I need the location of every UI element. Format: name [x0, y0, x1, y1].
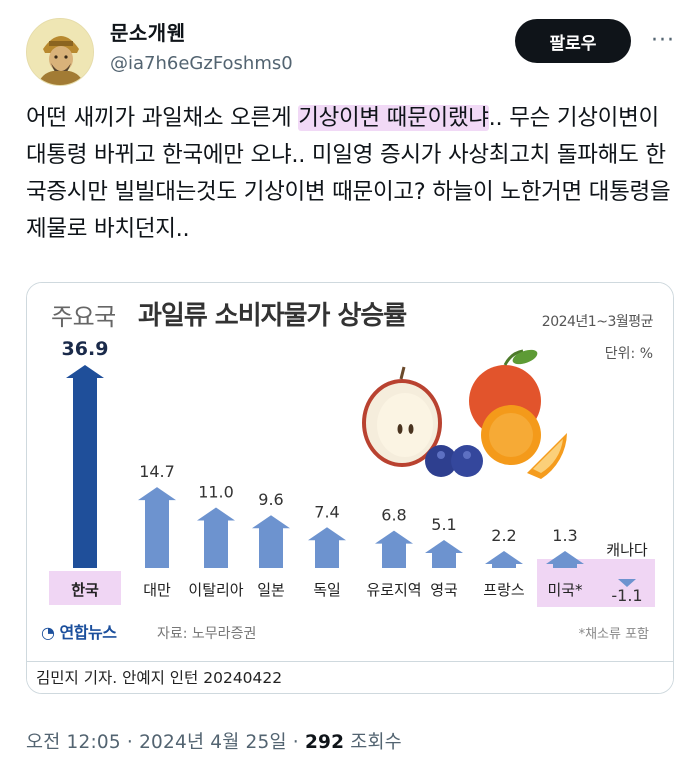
follow-button[interactable]: 팔로우: [515, 19, 631, 63]
bar-5: [375, 530, 413, 568]
chart-image: 36.9 14.7 11.0 9.6 7.4 6.8 5.1 2.2 1.3 -1.1 한국 대만 이…: [27, 283, 673, 661]
tweet-text-part-1: 어떤 새끼가 과일채소 오른게: [26, 105, 299, 131]
media-card[interactable]: 36.9 14.7 11.0 9.6 7.4 6.8 5.1 2.2 1.3 -1.1 한국 대만 이…: [26, 282, 674, 694]
value-label-8: 1.3: [552, 526, 577, 545]
highlight-korea-label: [49, 571, 121, 605]
logo-text: 연합뉴스: [59, 623, 117, 642]
avatar-portrait-icon: [27, 19, 93, 85]
bar-9: [618, 579, 636, 587]
category-label-2: 이탈리아: [188, 581, 243, 599]
category-label-5: 유로지역: [366, 581, 421, 599]
category-label-1: 대만: [143, 581, 171, 599]
bar-3: [252, 515, 290, 568]
view-count-label: 조회수: [344, 732, 402, 753]
tweet-text: 어떤 새끼가 과일채소 오른게 기상이변 때문이랬냐.. 무슨 기상이변이 대통…: [26, 100, 686, 248]
display-name[interactable]: 문소개웬: [110, 21, 186, 45]
bar-0: [66, 365, 104, 568]
value-label-9: -1.1: [611, 586, 642, 605]
value-label-2: 11.0: [198, 483, 234, 502]
chart-source: 자료: 노무라증권: [157, 626, 257, 642]
bar-2: [197, 507, 235, 568]
bar-4: [308, 527, 346, 568]
category-label-9: 캐나다: [606, 541, 648, 559]
value-label-4: 7.4: [314, 502, 339, 521]
view-count[interactable]: 292: [304, 732, 345, 753]
chart-note: *채소류 포함: [578, 627, 649, 642]
category-labels-group: 한국 대만 이탈리아 일본 독일 유로지역 영국 프랑스 미국* 캐나다: [71, 541, 648, 599]
value-label-3: 9.6: [258, 490, 283, 509]
chart-byline: 김민지 기자. 안예지 인턴 20240422: [27, 661, 673, 693]
value-label-6: 5.1: [431, 515, 456, 534]
bar-1: [138, 487, 176, 568]
bar-7: [485, 551, 523, 568]
avatar[interactable]: [26, 18, 94, 86]
chart-title-prefix: 주요국: [51, 303, 116, 331]
value-label-7: 2.2: [491, 526, 516, 545]
user-handle[interactable]: @ia7h6eGzFoshms0: [110, 53, 293, 74]
value-labels-group: 36.9 14.7 11.0 9.6 7.4 6.8 5.1 2.2 1.3 -1.1: [62, 338, 643, 605]
category-label-0: 한국: [71, 581, 99, 599]
chart-svg: 36.9 14.7 11.0 9.6 7.4 6.8 5.1 2.2 1.3 -1.1 한국 대만 이…: [49, 338, 655, 607]
value-label-0: 36.9: [62, 338, 109, 360]
chart-unit: 단위: %: [604, 346, 653, 362]
fruit-illustration: [362, 349, 567, 479]
more-horizontal-icon[interactable]: ···: [651, 28, 675, 53]
category-label-8: 미국*: [547, 581, 583, 599]
bar-6: [425, 539, 463, 568]
timestamp-text[interactable]: 오전 12:05 · 2024년 4월 25일 ·: [26, 732, 305, 753]
category-label-3: 일본: [257, 581, 285, 599]
tweet-timestamp[interactable]: 오전 12:05 · 2024년 4월 25일 · 292 조회수: [26, 728, 402, 754]
bars-group: [66, 365, 636, 587]
value-label-5: 6.8: [381, 506, 406, 525]
yonhap-logo: ◔ 연합뉴스: [41, 623, 117, 642]
chart-title: 과일류 소비자물가 상승률: [138, 301, 407, 331]
bar-8: [546, 551, 584, 568]
category-label-4: 독일: [313, 581, 341, 599]
category-label-7: 프랑스: [483, 581, 525, 599]
tweet-highlight: 기상이변 때문이랬냐: [298, 105, 489, 131]
category-label-6: 영국: [430, 581, 458, 599]
value-label-1: 14.7: [139, 462, 175, 481]
chart-period: 2024년1~3월평균: [541, 314, 654, 330]
tweet-text-part-2: .. 무슨 기상이변이 대통령 바뀌고 한국에만 오냐.. 미일영 증시가 사상…: [26, 105, 671, 242]
